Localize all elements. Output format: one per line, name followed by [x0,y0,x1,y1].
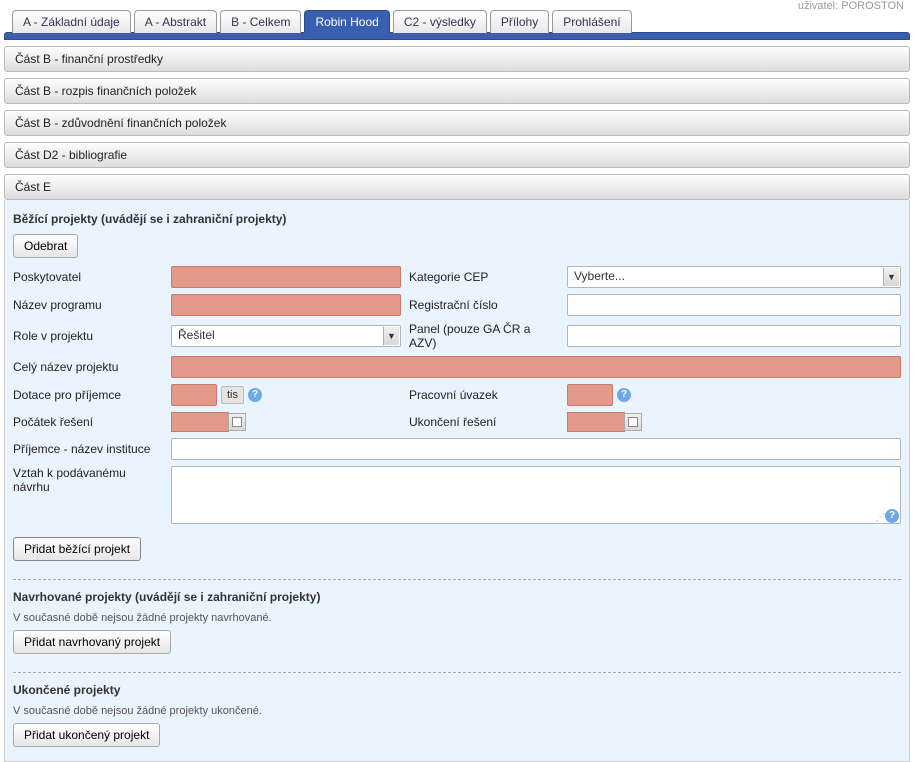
section-d2-biblio[interactable]: Část D2 - bibliografie [4,142,910,168]
chevron-down-icon: ▼ [883,268,899,286]
units-tis: tis [221,386,244,404]
input-full-name[interactable] [171,356,901,378]
running-projects-title: Běžící projekty (uvádějí se i zahraniční… [13,212,901,226]
tab-c2-results[interactable]: C2 - výsledky [393,10,487,33]
select-role-value: Řešitel [178,328,215,342]
calendar-icon[interactable] [624,413,642,431]
label-full-name: Celý název projektu [13,360,163,374]
add-running-project-button[interactable]: Přidat běžící projekt [13,537,141,561]
label-provider: Poskytovatel [13,270,163,284]
remove-button[interactable]: Odebrat [13,234,78,258]
label-reg-number: Registrační číslo [409,298,559,312]
finished-projects-title: Ukončené projekty [13,683,901,697]
tab-declaration[interactable]: Prohlášení [552,10,631,33]
input-recipient[interactable] [171,438,901,460]
input-program-name[interactable] [171,294,401,316]
add-proposed-project-button[interactable]: Přidat navrhovaný projekt [13,630,171,654]
label-category: Kategorie CEP [409,270,559,284]
select-category[interactable]: Vyberte... ▼ [567,266,901,288]
tab-attachments[interactable]: Přílohy [490,10,549,33]
help-icon[interactable]: ? [617,388,631,402]
label-panel: Panel (pouze GA ČR a AZV) [409,322,559,350]
input-end-date[interactable] [567,412,625,432]
add-finished-project-button[interactable]: Přidat ukončený projekt [13,723,160,747]
select-category-value: Vyberte... [574,269,625,283]
input-dotation[interactable] [171,384,217,406]
input-panel[interactable] [567,325,901,347]
finished-projects-empty-note: V současné době nejsou žádné projekty uk… [13,705,901,717]
tab-robin-hood[interactable]: Robin Hood [304,10,389,33]
help-icon[interactable]: ? [885,509,899,523]
input-reg-number[interactable] [567,294,901,316]
section-b-items[interactable]: Část B - rozpis finančních položek [4,78,910,104]
label-workload: Pracovní úvazek [409,388,559,402]
proposed-projects-empty-note: V současné době nejsou žádné projekty na… [13,612,901,624]
chevron-down-icon: ▼ [383,327,399,345]
tab-total[interactable]: B - Celkem [220,10,301,33]
tab-underline-bar [4,32,910,40]
help-icon[interactable]: ? [248,388,262,402]
section-e[interactable]: Část E [4,174,910,200]
divider [13,672,901,673]
input-workload[interactable] [567,384,613,406]
tab-basic-info[interactable]: A - Základní údaje [12,10,131,33]
running-project-form: Poskytovatel Kategorie CEP Vyberte... ▼ … [13,266,901,527]
label-recipient: Příjemce - název instituce [13,442,163,456]
label-relation: Vztah k podávanému návrhu [13,466,163,494]
user-info: uživatel: POROSTON [4,0,910,10]
input-provider[interactable] [171,266,401,288]
divider [13,579,901,580]
section-b-funds[interactable]: Část B - finanční prostředky [4,46,910,72]
textarea-relation[interactable] [171,466,901,524]
section-b-justification[interactable]: Část B - zdůvodnění finančních položek [4,110,910,136]
tab-abstract[interactable]: A - Abstrakt [134,10,217,33]
label-start: Počátek řešení [13,415,163,429]
section-e-body: Běžící projekty (uvádějí se i zahraniční… [4,200,910,762]
label-program-name: Název programu [13,298,163,312]
select-role[interactable]: Řešitel ▼ [171,325,401,347]
label-dotation: Dotace pro příjemce [13,388,163,402]
calendar-icon[interactable] [228,413,246,431]
tab-bar: A - Základní údaje A - Abstrakt B - Celk… [4,10,910,33]
label-role: Role v projektu [13,329,163,343]
label-end: Ukončení řešení [409,415,559,429]
input-start-date[interactable] [171,412,229,432]
resize-handle-icon: ⋰ [875,512,885,523]
proposed-projects-title: Navrhované projekty (uvádějí se i zahran… [13,590,901,604]
